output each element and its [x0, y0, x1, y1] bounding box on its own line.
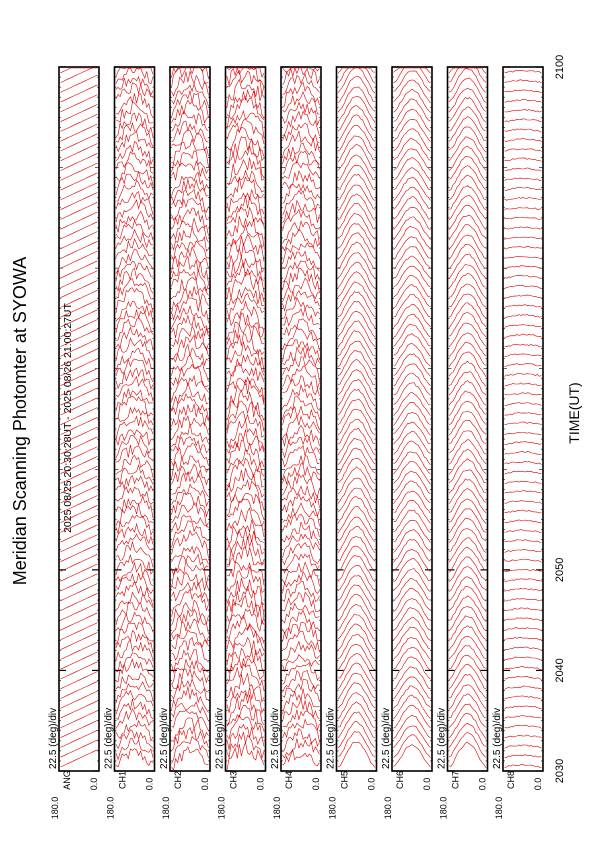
- scan-traces: [226, 66, 265, 771]
- channel-label: CH7: [451, 771, 461, 789]
- channel-label: CH5: [340, 771, 350, 789]
- scale-label: 22.5 (deg)/div: [437, 708, 448, 769]
- scan-traces: [393, 67, 431, 768]
- scale-label: 22.5 (deg)/div: [159, 708, 170, 769]
- y-tick-top: 180.0: [106, 797, 116, 820]
- y-tick-bottom: 0.0: [367, 778, 377, 791]
- scale-label: 22.5 (deg)/div: [48, 708, 59, 769]
- y-tick-top: 180.0: [161, 797, 171, 820]
- channel-label: CH6: [395, 771, 405, 789]
- y-tick-top: 180.0: [50, 797, 60, 820]
- x-tick-2100: 2100: [554, 55, 566, 79]
- channel-label: ANG: [62, 770, 72, 790]
- scale-label: 22.5 (deg)/div: [492, 708, 503, 769]
- channel-label: CH8: [506, 771, 516, 789]
- y-tick-bottom: 0.0: [89, 778, 99, 791]
- panel-frame: [113, 66, 156, 772]
- y-tick-bottom: 0.0: [200, 778, 210, 791]
- y-tick-bottom: 0.0: [256, 778, 266, 791]
- y-tick-bottom: 0.0: [533, 778, 543, 791]
- x-tick-labels: 2030 2040 2050 2100: [554, 55, 566, 783]
- y-tick-top: 180.0: [383, 797, 393, 820]
- scan-traces: [115, 67, 154, 768]
- scan-traces: [448, 67, 487, 769]
- scan-traces: [337, 67, 376, 768]
- scale-label: 22.5 (deg)/div: [326, 708, 337, 769]
- scale-label: 22.5 (deg)/div: [104, 708, 115, 769]
- panel-frame: [169, 66, 211, 772]
- scale-label: 22.5 (deg)/div: [381, 708, 392, 769]
- y-tick-top: 180.0: [439, 797, 449, 820]
- x-tick-2030: 2030: [554, 759, 566, 783]
- x-tick-2040: 2040: [554, 658, 566, 682]
- scan-traces: [504, 69, 542, 768]
- y-tick-top: 180.0: [217, 797, 227, 820]
- channel-label: CH2: [173, 771, 183, 789]
- channel-label: CH3: [229, 771, 239, 789]
- chart-subtitle: 2025 08/25 20:30:28UT - 2025 08/26 21:00…: [62, 303, 74, 533]
- y-tick-bottom: 0.0: [478, 778, 488, 791]
- x-axis-label: TIME(UT): [566, 382, 582, 443]
- scale-label: 22.5 (deg)/div: [215, 708, 226, 769]
- y-tick-top: 180.0: [328, 797, 338, 820]
- y-tick-top: 180.0: [494, 797, 504, 820]
- y-tick-bottom: 0.0: [311, 778, 321, 791]
- y-tick-top: 180.0: [272, 797, 282, 820]
- scale-label: 22.5 (deg)/div: [270, 708, 281, 769]
- y-tick-bottom: 0.0: [145, 778, 155, 791]
- channel-label: CH4: [284, 771, 294, 789]
- scan-traces: [282, 66, 320, 766]
- channel-label: CH1: [118, 771, 128, 789]
- y-tick-bottom: 0.0: [422, 778, 432, 791]
- scan-traces: [171, 67, 209, 771]
- chart-title: Meridian Scanning Photomter at SYOWA: [10, 257, 30, 585]
- scan-traces: [60, 67, 98, 768]
- x-tick-2050: 2050: [554, 558, 566, 582]
- panel-frame: [502, 66, 544, 772]
